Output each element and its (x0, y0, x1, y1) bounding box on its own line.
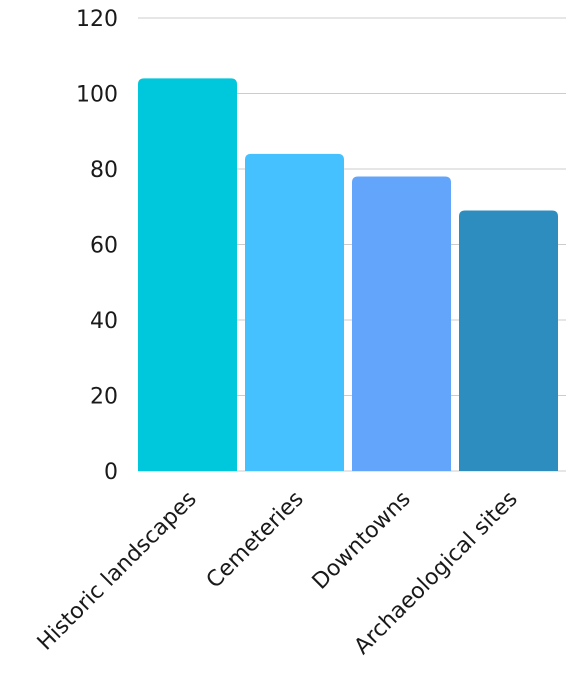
y-axis-ticks: 0 20 40 60 80 100 120 (76, 7, 118, 485)
y-tick-label: 60 (90, 234, 118, 259)
bar-cemeteries (245, 153, 344, 471)
y-tick-label: 80 (90, 158, 118, 183)
x-axis-ticks: Historic landscapes CemeteriesDowntownsAr… (33, 487, 523, 660)
y-tick-label: 100 (76, 83, 118, 108)
bars (138, 78, 558, 472)
x-tick-label: Downtowns (308, 487, 416, 595)
y-tick-label: 20 (90, 385, 118, 410)
y-tick-label: 40 (90, 309, 118, 334)
x-tick-label: Cemeteries (202, 487, 309, 594)
bar-historic-landscapes (138, 78, 237, 472)
bar-downtowns (352, 176, 451, 472)
y-tick-label: 120 (76, 7, 118, 32)
bar-archaeological-sites (459, 210, 558, 471)
y-tick-label: 0 (104, 460, 118, 485)
x-tick-label: Historic landscapes (33, 487, 202, 656)
